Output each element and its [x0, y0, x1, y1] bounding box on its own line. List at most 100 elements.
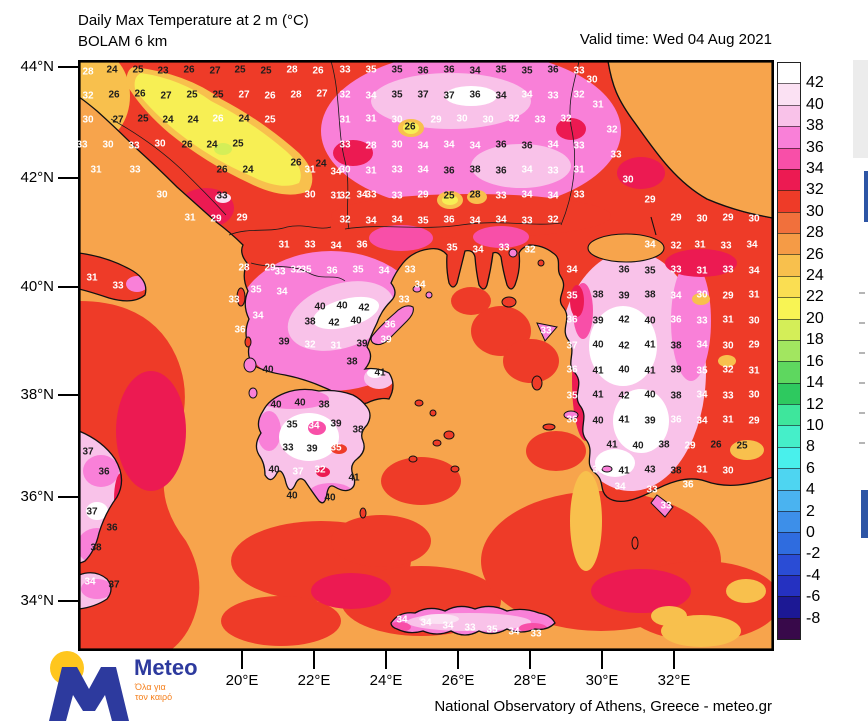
evia-island [370, 305, 414, 346]
sea-warm-blobs [79, 287, 773, 650]
colorbar-cell [778, 468, 800, 490]
lon-tick [601, 651, 603, 669]
colorbar-cell [778, 275, 800, 298]
valid-time: Valid time: Wed 04 Aug 2021 [579, 31, 772, 48]
logo-m-icon [49, 667, 129, 721]
colorbar-tick-label: -4 [806, 566, 821, 584]
attribution: National Observatory of Athens, Greece -… [434, 698, 772, 715]
page-edge-artifact [859, 292, 865, 294]
colorbar-cell [778, 553, 800, 575]
map-title-line1: Daily Max Temperature at 2 m (°C) [78, 12, 309, 29]
colorbar-tick-label: 4 [806, 481, 815, 499]
peloponnese [255, 388, 371, 504]
colorbar-tick-label: 28 [806, 224, 824, 242]
lat-tick-label: 42°N [20, 169, 54, 186]
lon-tick-label: 22°E [297, 672, 331, 689]
lat-tick-label: 44°N [20, 58, 54, 75]
colorbar-cell [778, 83, 800, 105]
colorbar-tick-label: 16 [806, 352, 824, 370]
colorbar-cell [778, 63, 800, 84]
colorbar-tick-label: 6 [806, 459, 815, 477]
lon-tick [457, 651, 459, 669]
logo-wordmark: Meteo [134, 655, 198, 680]
colorbar-cell [778, 596, 800, 618]
colorbar-cell [778, 510, 800, 533]
lon-tick [385, 651, 387, 669]
colorbar-cell [778, 382, 800, 404]
colorbar-cell [778, 532, 800, 554]
colorbar-tick-label: 12 [806, 395, 824, 413]
colorbar-tick-label: 34 [806, 160, 824, 178]
lat-tick [58, 394, 78, 396]
temperature-map [79, 61, 773, 650]
colorbar-tick-label: 38 [806, 117, 824, 135]
colorbar-cell [778, 190, 800, 212]
map-title: Daily Max Temperature at 2 m (°C) BOLAM … [78, 10, 309, 52]
lat-tick [58, 177, 78, 179]
colorbar-cell [778, 361, 800, 383]
colorbar-cell [778, 575, 800, 597]
lon-tick [673, 651, 675, 669]
colorbar-tick-label: 18 [806, 331, 824, 349]
page-edge-artifact [859, 322, 865, 324]
lon-tick-label: 26°E [441, 672, 475, 689]
logo-tagline-line2: τον καιρό [135, 692, 173, 702]
logo-tagline-line1: Όλα για [135, 682, 166, 692]
lat-tick-label: 36°N [20, 488, 54, 505]
lon-tick-label: 20°E [225, 672, 259, 689]
map-border [79, 61, 773, 650]
lat-tick [58, 600, 78, 602]
colorbar-cell [778, 297, 800, 319]
colorbar-tick-label: 20 [806, 309, 824, 327]
country-borders [110, 61, 580, 282]
lat-tick [58, 286, 78, 288]
lon-tick [529, 651, 531, 669]
colorbar-cell [778, 318, 800, 340]
colorbar-tick-label: -6 [806, 588, 821, 606]
logo-tagline: Όλα για τον καιρό [135, 682, 172, 702]
colorbar-tick-label: -8 [806, 609, 821, 627]
lon-tick-label: 32°E [657, 672, 691, 689]
model-name: BOLAM 6 km [78, 33, 168, 50]
lon-tick [313, 651, 315, 669]
page-edge-artifact [859, 442, 865, 444]
lon-tick-label: 24°E [369, 672, 403, 689]
colorbar-cell [778, 168, 800, 191]
colorbar-cell [778, 233, 800, 255]
colorbar-cell [778, 211, 800, 233]
lat-tick-label: 34°N [20, 592, 54, 609]
page-edge-artifact [853, 60, 868, 158]
colorbar-tick-label: 10 [806, 416, 824, 434]
colorbar-cell [778, 617, 800, 640]
colorbar-tick-label: -2 [806, 545, 821, 563]
colorbar-cell [778, 446, 800, 469]
colorbar-cell [778, 147, 800, 169]
colorbar-tick-label: 0 [806, 523, 815, 541]
lat-tick-label: 40°N [20, 278, 54, 295]
colorbar-tick-label: 40 [806, 95, 824, 113]
page-edge-artifact [859, 352, 865, 354]
colorbar-cell [778, 404, 800, 426]
colorbar-tick-label: 8 [806, 438, 815, 456]
page-edge-artifact [859, 382, 865, 384]
colorbar-cell [778, 339, 800, 362]
marmara-sea [587, 216, 665, 263]
colorbar-tick-label: 24 [806, 267, 824, 285]
lon-tick-label: 28°E [513, 672, 547, 689]
page-edge-artifact [864, 171, 868, 222]
black-sea [607, 61, 773, 219]
colorbar-tick-label: 2 [806, 502, 815, 520]
colorbar-tick-labels: 42 40 38 36 34 32 30 28 26 24 22 20 18 16 14 12 10 8 6 4 2 0-… [806, 62, 846, 640]
lat-tick-label: 38°N [20, 386, 54, 403]
lat-tick [58, 66, 78, 68]
aegean-islands [236, 248, 674, 550]
lon-tick [241, 651, 243, 669]
colorbar-tick-label: 32 [806, 181, 824, 199]
colorbar-cell [778, 425, 800, 447]
meteo-logo: Meteo Όλα για τον καιρό [38, 645, 218, 727]
colorbar-tick-label: 26 [806, 245, 824, 263]
colorbar-tick-label: 36 [806, 138, 824, 156]
crete-island [390, 605, 556, 636]
colorbar-cell [778, 489, 800, 511]
colorbar-cell [778, 254, 800, 276]
